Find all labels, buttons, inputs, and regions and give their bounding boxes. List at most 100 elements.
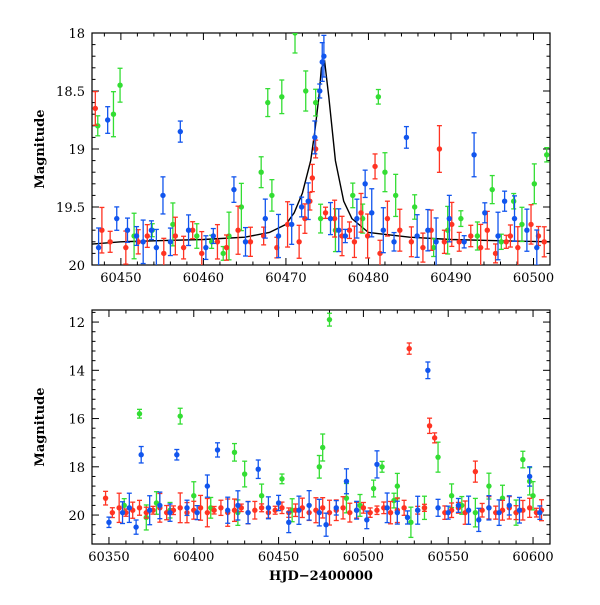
red-point: [279, 501, 285, 515]
blue-point: [275, 494, 282, 512]
y-axis-label: Magnitude: [33, 109, 48, 188]
x-tick-label: 60550: [428, 550, 469, 565]
red-point: [223, 234, 230, 261]
x-tick-label: 60460: [183, 271, 224, 286]
red-point: [526, 497, 533, 519]
blue-point: [119, 501, 126, 525]
green-point: [170, 202, 176, 247]
blue-point: [403, 125, 410, 149]
red-point: [541, 226, 547, 258]
blue-point: [461, 235, 467, 249]
red-point: [346, 221, 353, 240]
red-point: [436, 125, 443, 173]
y-tick-label: 12: [68, 316, 85, 331]
blue-point: [433, 217, 439, 265]
blue-point: [336, 208, 342, 253]
green-point: [474, 221, 481, 251]
red-point: [374, 505, 380, 516]
blue-point: [391, 231, 397, 252]
green-point: [394, 472, 401, 500]
blue-point: [317, 83, 323, 99]
y-tick-label: 20: [68, 509, 85, 524]
red-point: [214, 223, 221, 260]
blue-point: [104, 106, 111, 134]
blue-point: [214, 442, 221, 458]
blue-point: [496, 499, 502, 527]
green-point: [269, 179, 275, 212]
red-point: [384, 200, 391, 237]
blue-point: [465, 495, 472, 525]
red-point: [107, 230, 113, 253]
x-tick-label: 60480: [348, 271, 389, 286]
red-point: [408, 226, 415, 258]
x-tick-label: 60500: [513, 271, 554, 286]
green-point: [312, 88, 319, 117]
green-point: [279, 473, 285, 485]
red-point: [231, 498, 238, 523]
green-point: [498, 233, 505, 251]
blue-point: [140, 219, 146, 265]
blue-point: [524, 208, 530, 252]
y-tick-label: 18: [68, 27, 85, 42]
blue-point: [369, 188, 375, 238]
red-point: [309, 163, 316, 193]
y-tick-label: 20: [68, 259, 85, 274]
green-point: [194, 223, 200, 249]
red-point: [448, 502, 455, 519]
blue-point: [343, 468, 350, 495]
blue-point: [177, 120, 183, 143]
blue-point: [455, 497, 462, 513]
y-tick-label: 16: [68, 413, 85, 428]
green-point: [375, 88, 382, 105]
blue-point: [231, 176, 237, 203]
blue-point: [242, 226, 249, 257]
y-tick-label: 18.5: [56, 85, 85, 100]
green-point: [379, 460, 385, 473]
blue-point: [146, 495, 153, 526]
green-point: [543, 147, 550, 163]
red-point: [364, 213, 371, 259]
green-point: [519, 206, 525, 243]
blue-point: [445, 505, 451, 520]
y-tick-label: 19: [68, 143, 85, 158]
red-point: [319, 497, 326, 519]
data-layer: [102, 312, 545, 539]
plot-frame: [91, 309, 551, 545]
green-point: [435, 441, 441, 473]
blue-point: [138, 445, 144, 464]
green-point: [520, 450, 526, 469]
red-point: [397, 208, 403, 252]
red-point: [102, 490, 109, 506]
blue-point: [312, 120, 318, 155]
green-point: [326, 312, 333, 327]
blue-point: [374, 450, 380, 479]
red-point: [340, 496, 346, 520]
green-point: [316, 454, 323, 479]
green-point: [117, 67, 123, 103]
x-tick-label: 60450: [258, 550, 299, 565]
blue-point: [506, 495, 512, 516]
blue-point: [275, 213, 282, 259]
blue-point: [167, 503, 173, 522]
blue-point: [157, 491, 163, 520]
blue-point: [476, 507, 482, 533]
red-point: [180, 235, 187, 260]
red-point: [360, 501, 367, 514]
green-point: [458, 210, 464, 228]
blue-point: [286, 511, 292, 534]
red-point: [528, 204, 534, 245]
green-point: [489, 174, 495, 205]
blue-point: [353, 500, 360, 520]
blue-point: [516, 496, 523, 524]
red-point: [331, 199, 338, 238]
blue-point: [354, 198, 360, 239]
red-point: [503, 234, 509, 249]
x-tick-label: 60600: [512, 550, 553, 565]
blue-point: [225, 496, 231, 524]
blue-point: [537, 505, 543, 521]
blue-point: [501, 190, 508, 212]
green-point: [258, 156, 264, 189]
green-point: [292, 33, 298, 54]
red-point: [477, 223, 484, 265]
